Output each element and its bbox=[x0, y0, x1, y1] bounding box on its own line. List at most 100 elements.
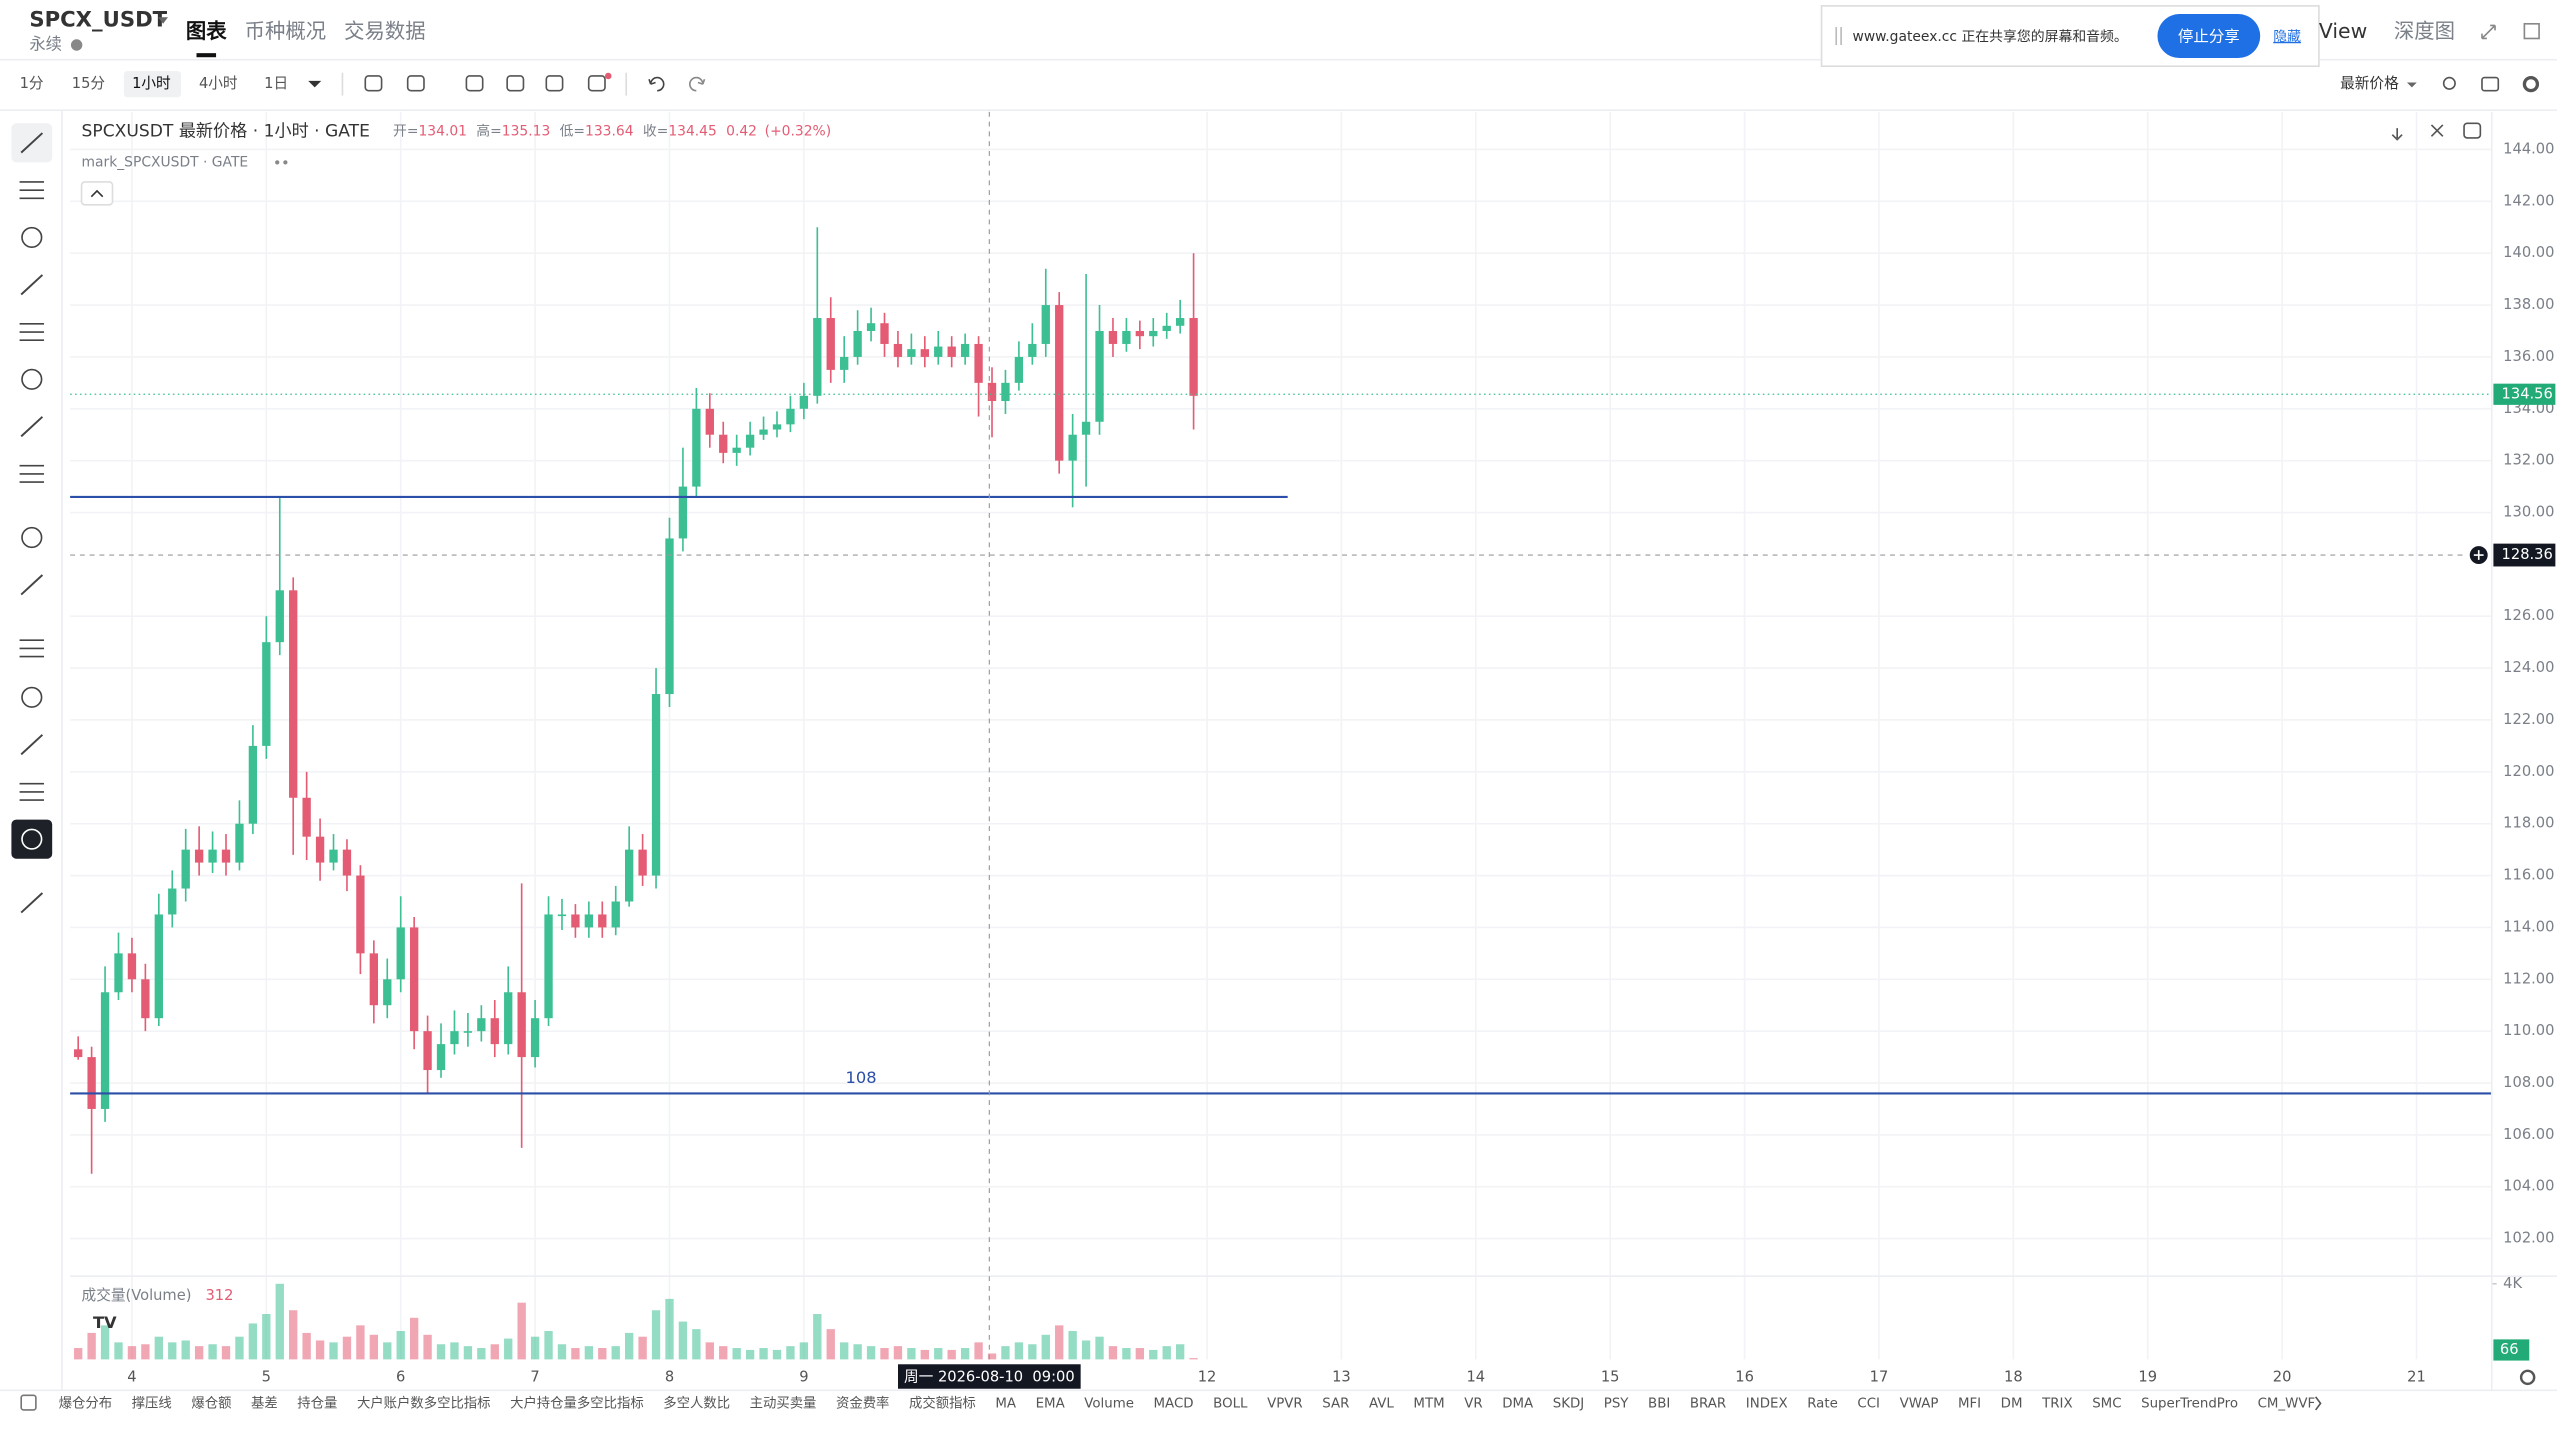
camera-icon[interactable] bbox=[2481, 76, 2500, 92]
indicator[interactable]: SAR bbox=[1322, 1396, 1349, 1411]
more-dot[interactable] bbox=[283, 160, 288, 165]
symbol-dropdown[interactable] bbox=[158, 17, 168, 24]
indicator[interactable]: Rate bbox=[1807, 1396, 1838, 1411]
pane-controls[interactable] bbox=[2391, 124, 2444, 141]
tool-icon[interactable] bbox=[19, 464, 45, 483]
view-tab[interactable]: View bbox=[2319, 19, 2367, 43]
indicator[interactable]: EMA bbox=[1036, 1396, 1066, 1411]
stop-share-button[interactable] bbox=[2157, 14, 2261, 59]
tool-icon[interactable] bbox=[21, 226, 43, 249]
y-tick-label: 102.00 bbox=[2503, 1230, 2554, 1247]
collapse-button[interactable] bbox=[80, 181, 114, 206]
indicator[interactable]: Volume bbox=[1084, 1396, 1134, 1411]
indicator[interactable]: VR bbox=[1464, 1396, 1482, 1411]
indicator[interactable]: MFI bbox=[1958, 1396, 1981, 1411]
indicator[interactable]: PSY bbox=[1604, 1396, 1630, 1411]
tool-icon[interactable] bbox=[20, 274, 44, 296]
collapse-icon[interactable] bbox=[90, 189, 104, 198]
indicator[interactable]: 爆仓分布 bbox=[59, 1395, 112, 1411]
redo-icon[interactable] bbox=[688, 76, 706, 92]
indicator[interactable]: VWAP bbox=[1900, 1396, 1939, 1411]
add-alert-icon[interactable] bbox=[2473, 550, 2484, 560]
tool-icon[interactable] bbox=[19, 323, 45, 341]
tool-icon[interactable] bbox=[21, 686, 43, 708]
tool-icon[interactable] bbox=[21, 526, 43, 549]
indicator[interactable]: 大户账户数多空比指标 bbox=[357, 1394, 491, 1411]
tab[interactable]: 交易数据 bbox=[344, 19, 426, 43]
indicator-icon[interactable] bbox=[20, 1394, 37, 1411]
price-type[interactable]: 最新价格 bbox=[2340, 75, 2399, 92]
interval-dropdown[interactable] bbox=[308, 80, 322, 88]
tab[interactable]: 图表 bbox=[186, 19, 227, 43]
indicator[interactable]: INDEX bbox=[1746, 1396, 1788, 1411]
indicator[interactable]: SKDJ bbox=[1553, 1396, 1584, 1411]
indicator[interactable]: BOLL bbox=[1213, 1396, 1248, 1411]
tool-icon[interactable] bbox=[20, 734, 44, 756]
indicator[interactable]: MA bbox=[995, 1396, 1017, 1411]
interval[interactable]: 1小时 bbox=[132, 75, 171, 92]
candle-body bbox=[1055, 305, 1064, 461]
indicator[interactable]: 撑压线 bbox=[132, 1395, 172, 1411]
indicator[interactable]: 资金费率 bbox=[836, 1394, 889, 1411]
indicator[interactable]: 爆仓额 bbox=[191, 1395, 231, 1411]
fullscreen-icon[interactable] bbox=[2523, 22, 2540, 40]
candle-body bbox=[369, 953, 379, 1006]
indicator[interactable]: 大户持仓量多空比指标 bbox=[510, 1394, 644, 1411]
indicator[interactable]: MTM bbox=[1413, 1396, 1444, 1411]
tool-icon[interactable] bbox=[364, 75, 383, 92]
symbol[interactable]: SPCX_USDT bbox=[29, 7, 167, 32]
tool-icon[interactable] bbox=[506, 75, 525, 92]
tab[interactable]: 币种概况 bbox=[245, 19, 327, 43]
tool-icon[interactable] bbox=[21, 368, 43, 390]
tool-icon[interactable] bbox=[21, 828, 43, 850]
tool-icon[interactable] bbox=[20, 416, 44, 438]
indicator[interactable]: CCI bbox=[1857, 1396, 1880, 1411]
indicator[interactable]: MACD bbox=[1154, 1396, 1194, 1411]
stop-share-label[interactable]: 停止分享 bbox=[2178, 27, 2240, 45]
interval[interactable]: 4小时 bbox=[199, 75, 238, 92]
tool-icon[interactable] bbox=[406, 75, 425, 92]
search-icon[interactable] bbox=[2442, 76, 2456, 90]
interval[interactable]: 1分 bbox=[20, 75, 44, 92]
price-type-dropdown[interactable] bbox=[2406, 82, 2417, 88]
more-dot[interactable] bbox=[275, 160, 280, 165]
undo-icon[interactable] bbox=[648, 76, 665, 92]
tool-icon[interactable] bbox=[545, 75, 564, 92]
candle-body bbox=[1108, 330, 1118, 344]
expand-icon[interactable] bbox=[2481, 24, 2496, 40]
tool-icon[interactable] bbox=[587, 75, 606, 92]
indicator[interactable]: 成交额指标 bbox=[909, 1394, 976, 1411]
indicator[interactable]: TRIX bbox=[2041, 1396, 2073, 1411]
tool-icon[interactable] bbox=[465, 75, 484, 92]
tool-icon[interactable] bbox=[20, 132, 44, 154]
volume-bar bbox=[127, 1346, 137, 1360]
indicator[interactable]: 基差 bbox=[251, 1394, 278, 1411]
settings-icon[interactable] bbox=[2522, 75, 2540, 93]
scroll-right[interactable] bbox=[2314, 1396, 2322, 1411]
indicator[interactable]: SMC bbox=[2092, 1396, 2121, 1411]
tool-icon[interactable] bbox=[19, 639, 45, 658]
indicator[interactable]: 多空人数比 bbox=[663, 1394, 730, 1411]
interval[interactable]: 15分 bbox=[72, 75, 106, 92]
interval[interactable]: 1日 bbox=[264, 75, 288, 92]
indicator[interactable]: 持仓量 bbox=[297, 1395, 337, 1411]
indicator[interactable]: DMA bbox=[1502, 1396, 1534, 1411]
tool-icon[interactable] bbox=[19, 782, 45, 801]
indicator[interactable]: BBI bbox=[1648, 1396, 1670, 1411]
tool-icon[interactable] bbox=[20, 892, 44, 914]
tool-icon[interactable] bbox=[19, 181, 45, 200]
axis-settings[interactable] bbox=[2519, 1369, 2536, 1386]
indicator[interactable]: AVL bbox=[1369, 1396, 1394, 1411]
tool-icon[interactable] bbox=[20, 574, 44, 596]
indicator[interactable]: SuperTrendPro bbox=[2141, 1396, 2238, 1411]
pane-maximize[interactable] bbox=[2463, 122, 2482, 139]
indicator[interactable]: BRAR bbox=[1690, 1396, 1726, 1411]
indicator[interactable]: DM bbox=[2001, 1396, 2023, 1411]
info-icon[interactable] bbox=[70, 39, 83, 51]
indicator[interactable]: VPVR bbox=[1267, 1396, 1303, 1411]
depth-tab[interactable]: 深度图 bbox=[2394, 19, 2455, 43]
volume-bar bbox=[625, 1332, 634, 1360]
hide-link[interactable]: 隐藏 bbox=[2273, 29, 2301, 45]
indicator[interactable]: 主动买卖量 bbox=[750, 1395, 817, 1411]
indicator[interactable]: CM_WVF bbox=[2258, 1396, 2316, 1411]
